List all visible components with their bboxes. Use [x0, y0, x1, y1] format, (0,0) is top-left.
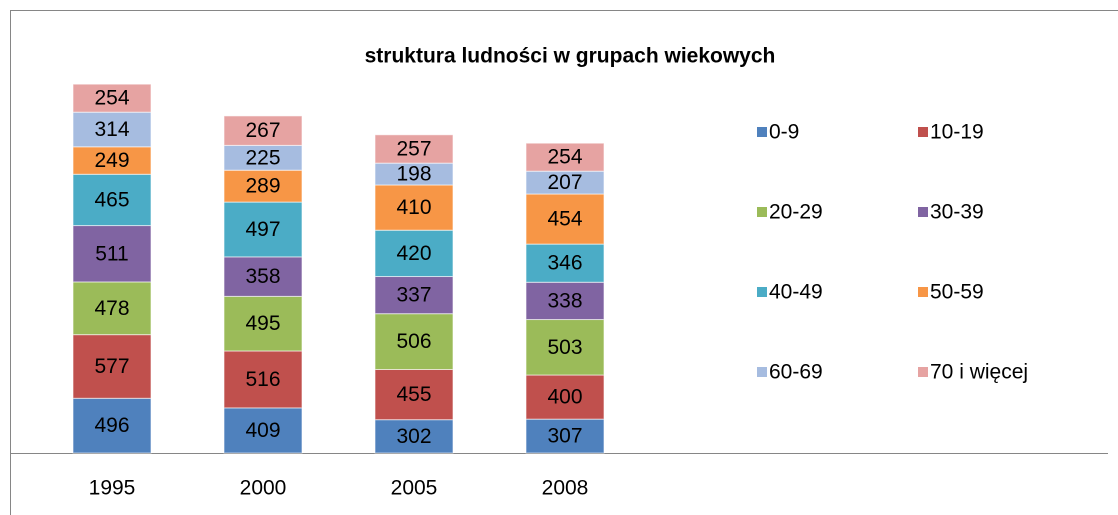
data-label: 289 [245, 175, 280, 198]
x-tick-label: 2005 [391, 477, 438, 500]
bar-segment [525, 193, 605, 245]
bar-segment [525, 374, 605, 420]
data-label: 506 [396, 330, 431, 353]
bar-segment [72, 83, 152, 113]
data-label: 496 [94, 414, 129, 437]
data-label: 478 [94, 297, 129, 320]
x-tick-label: 1995 [89, 477, 136, 500]
legend-label: 0-9 [769, 121, 799, 144]
data-label: 267 [245, 119, 280, 142]
data-label: 410 [396, 196, 431, 219]
legend-swatch [757, 127, 767, 137]
legend-label: 10-19 [930, 121, 984, 144]
bar-segment [223, 201, 303, 258]
bar-segment [72, 146, 152, 175]
legend-swatch [918, 127, 928, 137]
chart-frame [10, 10, 1118, 515]
bar-segment [525, 418, 605, 454]
bar-segment [374, 369, 454, 421]
data-label: 409 [245, 419, 280, 442]
data-label: 516 [245, 368, 280, 391]
data-label: 314 [94, 118, 129, 141]
bar-segment [72, 397, 152, 454]
data-label: 207 [547, 171, 582, 194]
data-label: 249 [94, 149, 129, 172]
data-label: 454 [547, 208, 582, 231]
x-tick-label: 2008 [542, 477, 589, 500]
bar-segment [525, 142, 605, 172]
data-label: 455 [396, 383, 431, 406]
bar-segment [72, 281, 152, 336]
bar-segment [72, 334, 152, 399]
legend-swatch [918, 367, 928, 377]
legend-swatch [757, 207, 767, 217]
legend-label: 70 i więcej [930, 361, 1028, 384]
legend-swatch [918, 287, 928, 297]
data-label: 302 [396, 425, 431, 448]
legend-label: 30-39 [930, 201, 984, 224]
bar-segment [223, 256, 303, 297]
bar-segment [223, 350, 303, 409]
legend-swatch [757, 367, 767, 377]
x-tick-label: 2000 [240, 477, 287, 500]
legend-label: 60-69 [769, 361, 823, 384]
bar-segment [374, 134, 454, 164]
bar-segment [374, 419, 454, 454]
data-label: 225 [245, 146, 280, 169]
bar-segment [223, 169, 303, 203]
bar-segment [223, 407, 303, 454]
chart-title: struktura ludności w grupach wiekowych [365, 45, 776, 68]
bar-segment [374, 184, 454, 231]
data-label: 495 [245, 312, 280, 335]
data-label: 198 [396, 163, 431, 186]
legend-label: 50-59 [930, 281, 984, 304]
bar-segment [525, 243, 605, 283]
bar-segment [223, 144, 303, 171]
legend-swatch [918, 207, 928, 217]
data-label: 497 [245, 218, 280, 241]
legend-label: 20-29 [769, 201, 823, 224]
data-label: 465 [94, 188, 129, 211]
bar-segment [525, 319, 605, 376]
data-label: 346 [547, 252, 582, 275]
data-label: 307 [547, 425, 582, 448]
data-label: 577 [94, 355, 129, 378]
legend-swatch [757, 287, 767, 297]
data-label: 257 [396, 138, 431, 161]
bar-segment [525, 281, 605, 321]
data-label: 338 [547, 289, 582, 312]
bar-segment [374, 229, 454, 278]
data-label: 420 [396, 242, 431, 265]
data-label: 337 [396, 284, 431, 307]
data-label: 503 [547, 336, 582, 359]
bar-segment [72, 111, 152, 148]
legend-label: 40-49 [769, 281, 823, 304]
bar-segment [223, 295, 303, 352]
data-label: 254 [94, 87, 129, 110]
data-label: 511 [95, 242, 128, 265]
data-label: 400 [547, 386, 582, 409]
bar-segment [374, 276, 454, 315]
data-label: 358 [245, 265, 280, 288]
bar-segment [223, 115, 303, 146]
data-label: 254 [547, 146, 582, 169]
bar-segment [72, 225, 152, 283]
